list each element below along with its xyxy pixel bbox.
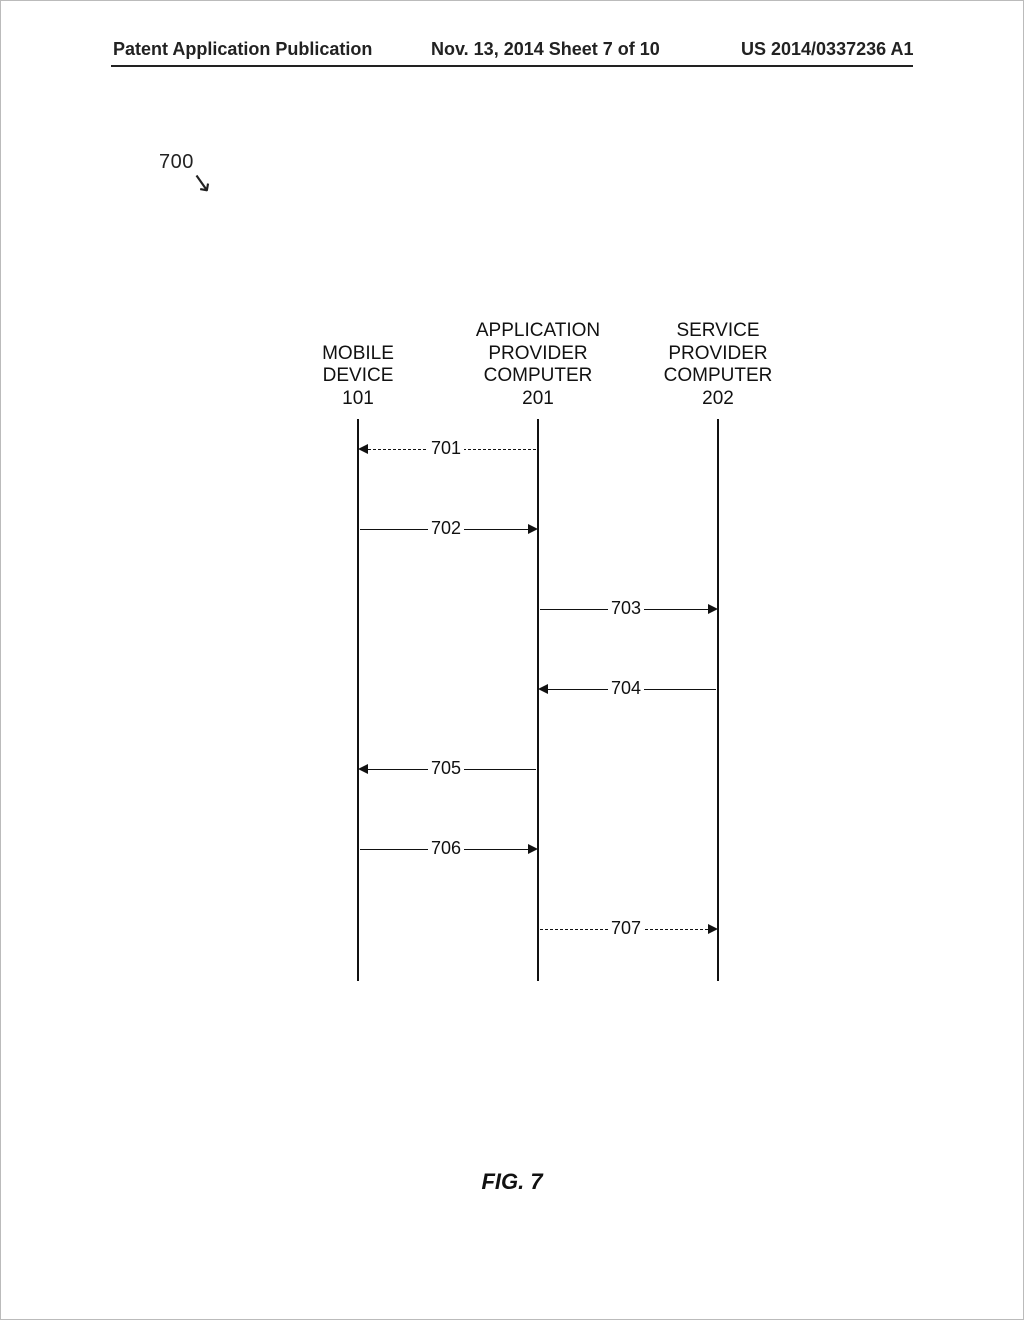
message-arrowhead-icon — [358, 444, 368, 454]
figure-reference-number: 700 ↘ — [159, 151, 213, 193]
lifeline-header-line: SERVICE — [638, 320, 798, 343]
message-arrowhead-icon — [358, 764, 368, 774]
lifeline-header-line: PROVIDER — [458, 343, 618, 366]
lifeline-header-line: COMPUTER — [458, 365, 618, 388]
message-label: 704 — [608, 678, 644, 699]
lifeline-header-line: COMPUTER — [638, 365, 798, 388]
header-right: US 2014/0337236 A1 — [741, 39, 913, 60]
lifeline-header-svcprov: SERVICEPROVIDERCOMPUTER202 — [638, 320, 798, 411]
message-label: 707 — [608, 918, 644, 939]
lifeline-header-line: PROVIDER — [638, 343, 798, 366]
lifeline-header-line: 202 — [638, 388, 798, 411]
lifeline-header-line: 201 — [458, 388, 618, 411]
message-label: 706 — [428, 838, 464, 859]
lifeline-header-line: DEVICE — [278, 365, 438, 388]
figure-ref-label: 700 — [159, 151, 194, 173]
message-arrowhead-icon — [708, 604, 718, 614]
lifeline-header-line: 101 — [278, 388, 438, 411]
figure-ref-arrow-icon: ↘ — [189, 170, 214, 194]
page-frame: Patent Application Publication Nov. 13, … — [0, 0, 1024, 1320]
lifeline-header-mobile: MOBILEDEVICE101 — [278, 343, 438, 411]
lifeline-mobile — [357, 419, 359, 981]
message-label: 701 — [428, 438, 464, 459]
lifeline-header-appprov: APPLICATIONPROVIDERCOMPUTER201 — [458, 320, 618, 411]
figure-caption: FIG. 7 — [1, 1169, 1023, 1195]
header-center: Nov. 13, 2014 Sheet 7 of 10 — [431, 39, 660, 60]
lifeline-appprov — [537, 419, 539, 981]
header-left: Patent Application Publication — [113, 39, 372, 60]
lifeline-svcprov — [717, 419, 719, 981]
message-label: 705 — [428, 758, 464, 779]
lifeline-header-line: MOBILE — [278, 343, 438, 366]
message-arrowhead-icon — [528, 844, 538, 854]
header-underline — [111, 65, 913, 67]
message-label: 703 — [608, 598, 644, 619]
message-arrowhead-icon — [538, 684, 548, 694]
lifeline-header-line: APPLICATION — [458, 320, 618, 343]
message-label: 702 — [428, 518, 464, 539]
message-arrowhead-icon — [708, 924, 718, 934]
message-arrowhead-icon — [528, 524, 538, 534]
